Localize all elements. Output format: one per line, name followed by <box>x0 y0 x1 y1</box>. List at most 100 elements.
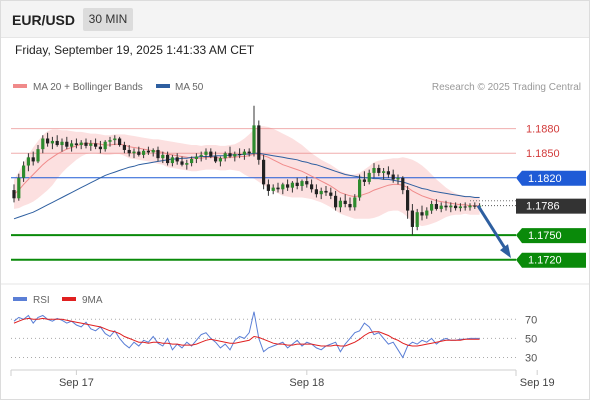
projection-arrow <box>476 204 511 259</box>
candle <box>343 194 347 208</box>
candle-body <box>204 151 208 155</box>
candle-body <box>396 177 400 180</box>
candle-body <box>329 192 333 196</box>
candle-body <box>190 158 194 164</box>
candle-body <box>276 187 280 190</box>
candle-body <box>324 190 328 193</box>
ma50-legend-swatch <box>156 84 170 88</box>
projection-arrow-head <box>500 244 511 259</box>
candle <box>223 151 227 162</box>
candle-body <box>70 143 74 147</box>
legend: MA 20 + Bollinger Bands MA 50 Research ©… <box>13 82 581 93</box>
candle <box>146 146 150 155</box>
candle-body <box>218 158 222 162</box>
candle-body <box>439 205 443 209</box>
candle <box>430 200 434 214</box>
candle <box>290 181 294 193</box>
candle <box>36 145 40 164</box>
candle <box>98 140 102 154</box>
candle-body <box>463 206 467 208</box>
candle-body <box>74 143 78 146</box>
candle-body <box>94 143 98 147</box>
candle <box>348 197 352 211</box>
candle <box>65 136 69 150</box>
candle-body <box>358 179 362 198</box>
pivot-badge <box>516 170 586 186</box>
candle-body <box>425 210 429 216</box>
candle-body <box>353 197 357 208</box>
candle-body <box>199 154 203 157</box>
timeframe-button[interactable]: 30 MIN <box>83 8 133 31</box>
candle-body <box>46 138 50 144</box>
support-label: 1.1750 <box>528 230 562 242</box>
candle <box>425 207 429 219</box>
candle <box>468 203 472 211</box>
candle-body <box>377 167 381 173</box>
x-tick-label: Sep 18 <box>289 377 324 389</box>
price-levels <box>11 128 516 261</box>
candle-body <box>295 182 299 186</box>
candle <box>420 205 424 221</box>
candle <box>377 164 381 177</box>
candle-body <box>103 141 107 150</box>
candle-body <box>300 181 304 186</box>
candle-body <box>420 212 424 216</box>
candle-body <box>444 205 448 208</box>
candle-body <box>65 141 69 147</box>
candle-body <box>89 143 93 146</box>
candle <box>406 186 410 219</box>
x-tick-label: Sep 17 <box>59 377 94 389</box>
candle <box>137 146 141 157</box>
candle <box>26 153 30 172</box>
candle-body <box>305 181 309 185</box>
support-badge <box>516 252 586 268</box>
candle-body <box>434 204 438 209</box>
candle <box>166 151 170 166</box>
last-price-label: 1.1786 <box>526 201 560 213</box>
candle <box>228 146 232 159</box>
candle <box>50 136 54 150</box>
candle-body <box>146 150 150 153</box>
candle-body <box>314 189 318 195</box>
candle-body <box>247 151 251 154</box>
candle-body <box>343 200 347 205</box>
candle <box>305 176 309 188</box>
candle <box>12 184 16 203</box>
x-axis: Sep 17 Sep 18 Sep 19 <box>10 369 555 389</box>
candle-body <box>36 149 40 162</box>
candle <box>401 176 405 195</box>
level-badges: 1.1880 1.1850 1.1820 1.1786 1.1750 1.1720 <box>516 124 586 268</box>
candle-body <box>194 156 198 159</box>
candle-body <box>108 140 112 142</box>
rsi-level-label: 30 <box>525 352 537 364</box>
candle <box>382 167 386 180</box>
candle-body <box>338 200 342 208</box>
candle-body <box>473 205 477 207</box>
candle <box>252 105 256 157</box>
rsi-panel: 70 50 30 <box>11 311 537 364</box>
candle <box>444 200 448 211</box>
ma20-legend-label: MA 20 + Bollinger Bands <box>33 82 143 93</box>
candle-body <box>122 145 126 150</box>
candle <box>367 169 371 185</box>
candle <box>60 138 64 152</box>
candle-body <box>170 157 174 164</box>
candle-body <box>415 212 419 227</box>
candle-body <box>386 171 390 175</box>
candle-body <box>401 177 405 191</box>
candle <box>79 140 83 150</box>
candle <box>17 173 21 201</box>
candle-body <box>372 167 376 173</box>
resistance-label: 1.1880 <box>526 124 560 136</box>
candle <box>113 135 117 146</box>
candle <box>238 148 242 159</box>
candle-body <box>406 190 410 211</box>
rsi-legend-swatch <box>13 297 27 301</box>
candle <box>314 184 318 198</box>
bollinger-band-area <box>14 126 480 227</box>
candle-body <box>348 204 352 208</box>
candle-body <box>137 151 141 155</box>
candle <box>281 182 285 195</box>
candle-body <box>271 187 275 191</box>
candle <box>286 179 290 191</box>
